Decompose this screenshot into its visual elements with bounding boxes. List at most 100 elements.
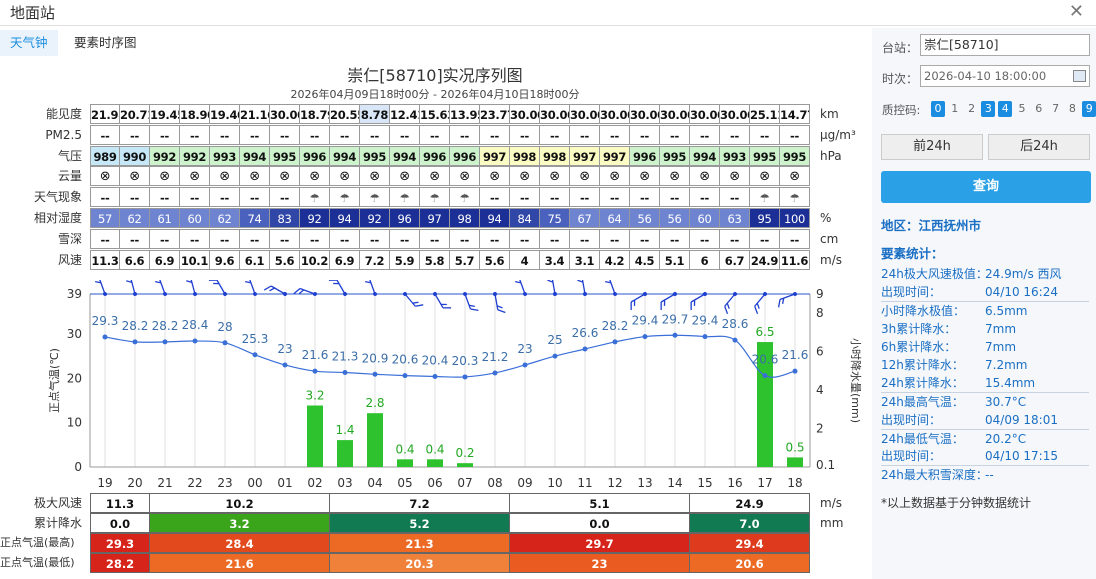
table-cell: -- [330, 125, 360, 145]
summary-cell: 7.2 [330, 493, 510, 513]
qc-code-4[interactable]: 4 [998, 101, 1013, 117]
stat-value: -- [985, 468, 994, 483]
stat-key: 出现时间： [881, 449, 942, 463]
summary-row-label: 正点气温(最低) [0, 556, 75, 569]
table-cell: -- [780, 229, 810, 249]
table-row-label: 气压 [57, 149, 82, 163]
table-cell: 98 [450, 208, 480, 228]
qc-code-3[interactable]: 3 [981, 101, 996, 117]
chart-subtitle: 2026年04月09日18时00分 - 2026年04月10日18时00分 [290, 88, 580, 101]
next-24h-button[interactable]: 后24h [988, 134, 1090, 160]
time-input[interactable]: 2026-04-10 18:00:00 [920, 65, 1090, 87]
table-cell: -- [270, 125, 300, 145]
table-cell: 83 [270, 208, 300, 228]
table-cell: -- [690, 187, 720, 207]
table-cell: 62 [210, 208, 240, 228]
summary-cell: 0.0 [90, 513, 150, 533]
table-cell: -- [240, 125, 270, 145]
x-tick-label: 04 [367, 476, 382, 490]
y2-tick-label: 6 [816, 345, 824, 359]
table-cell: -- [90, 229, 120, 249]
wind-barb [754, 292, 767, 315]
table-cell: ⊗ [690, 166, 720, 186]
stat-row: 出现时间： 04/09 18:01 [881, 411, 1089, 429]
table-cell: 30.00 [660, 104, 690, 124]
prev-24h-button[interactable]: 前24h [881, 134, 983, 160]
temperature-point [132, 339, 138, 345]
table-cell: -- [180, 125, 210, 145]
tab-time-series[interactable]: 要素时序图 [74, 35, 137, 50]
qc-label: 质控码: [882, 103, 921, 117]
table-cell: 6.9 [150, 250, 180, 270]
chart-title: 崇仁[58710]实况序列图 [347, 66, 523, 85]
tab-weather-clock[interactable]: 天气钟 [0, 30, 58, 56]
table-cell: 6 [690, 250, 720, 270]
table-cell: -- [510, 229, 540, 249]
table-cell: 94 [330, 208, 360, 228]
precip-label: 6.5 [755, 325, 774, 339]
x-tick-label: 07 [457, 476, 472, 490]
qc-code-8[interactable]: 8 [1068, 102, 1076, 115]
tab-bar: 天气钟 要素时序图 [0, 30, 870, 56]
temperature-label: 20.4 [422, 354, 449, 368]
temperature-point [762, 373, 768, 379]
table-cell: 993 [720, 146, 750, 166]
table-cell: ⊗ [210, 166, 240, 186]
temperature-point [552, 353, 558, 359]
qc-code-2[interactable]: 2 [968, 102, 976, 115]
table-cell: 994 [390, 146, 420, 166]
temperature-point [732, 337, 738, 343]
stat-row: 小时降水极值： 6.5mm [881, 301, 1089, 319]
table-cell: -- [90, 187, 120, 207]
table-cell: -- [150, 229, 180, 249]
table-cell: 62 [120, 208, 150, 228]
table-cell: ⊗ [150, 166, 180, 186]
summary-cell: 24.9 [690, 493, 810, 513]
qc-code-7[interactable]: 7 [1052, 102, 1060, 115]
stat-row: 出现时间： 04/10 16:24 [881, 283, 1089, 301]
table-cell: 995 [780, 146, 810, 166]
wind-barb [328, 280, 347, 296]
close-icon[interactable]: ✕ [1068, 1, 1084, 22]
table-cell: 3.4 [540, 250, 570, 270]
station-input[interactable]: 崇仁[58710] [920, 34, 1090, 56]
precip-label: 3.2 [305, 388, 324, 402]
table-cell: -- [540, 187, 570, 207]
temperature-label: 26.6 [572, 326, 599, 340]
table-cell: 64 [600, 208, 630, 228]
table-cell: 11.3 [90, 250, 120, 270]
precip-label: 0.5 [785, 440, 804, 454]
temperature-label: 29.3 [92, 314, 119, 328]
calendar-icon[interactable] [1073, 70, 1086, 82]
qc-code-6[interactable]: 6 [1035, 102, 1043, 115]
table-row-label: 相对湿度 [33, 211, 82, 225]
precip-label: 2.8 [365, 396, 384, 410]
temperature-label: 23 [277, 342, 292, 356]
stat-key: 3h累计降水： [881, 321, 957, 336]
table-cell: ⊗ [780, 166, 810, 186]
summary-cell: 7.0 [690, 513, 810, 533]
table-cell: -- [600, 229, 630, 249]
table-cell: 30.00 [570, 104, 600, 124]
table-cell: 5.9 [390, 250, 420, 270]
qc-code-5[interactable]: 5 [1018, 102, 1026, 115]
precip-bar [367, 413, 383, 467]
table-cell: ⊗ [750, 166, 780, 186]
precip-bar [427, 459, 443, 467]
table-row-label: 风速 [57, 253, 82, 267]
qc-code-9[interactable]: 9 [1082, 101, 1096, 117]
table-cell: 997 [570, 146, 600, 166]
table-cell: 19.45 [150, 104, 180, 124]
temperature-label: 25.3 [242, 332, 269, 346]
qc-code-1[interactable]: 1 [951, 102, 959, 115]
table-cell: 94 [480, 208, 510, 228]
table-cell: 997 [600, 146, 630, 166]
temperature-label: 28.6 [722, 317, 749, 331]
temperature-label: 20.3 [452, 354, 479, 368]
table-cell: -- [120, 229, 150, 249]
table-cell: -- [600, 187, 630, 207]
query-button[interactable]: 查询 [881, 171, 1091, 203]
qc-code-0[interactable]: 0 [931, 101, 945, 117]
temperature-point [672, 332, 678, 338]
